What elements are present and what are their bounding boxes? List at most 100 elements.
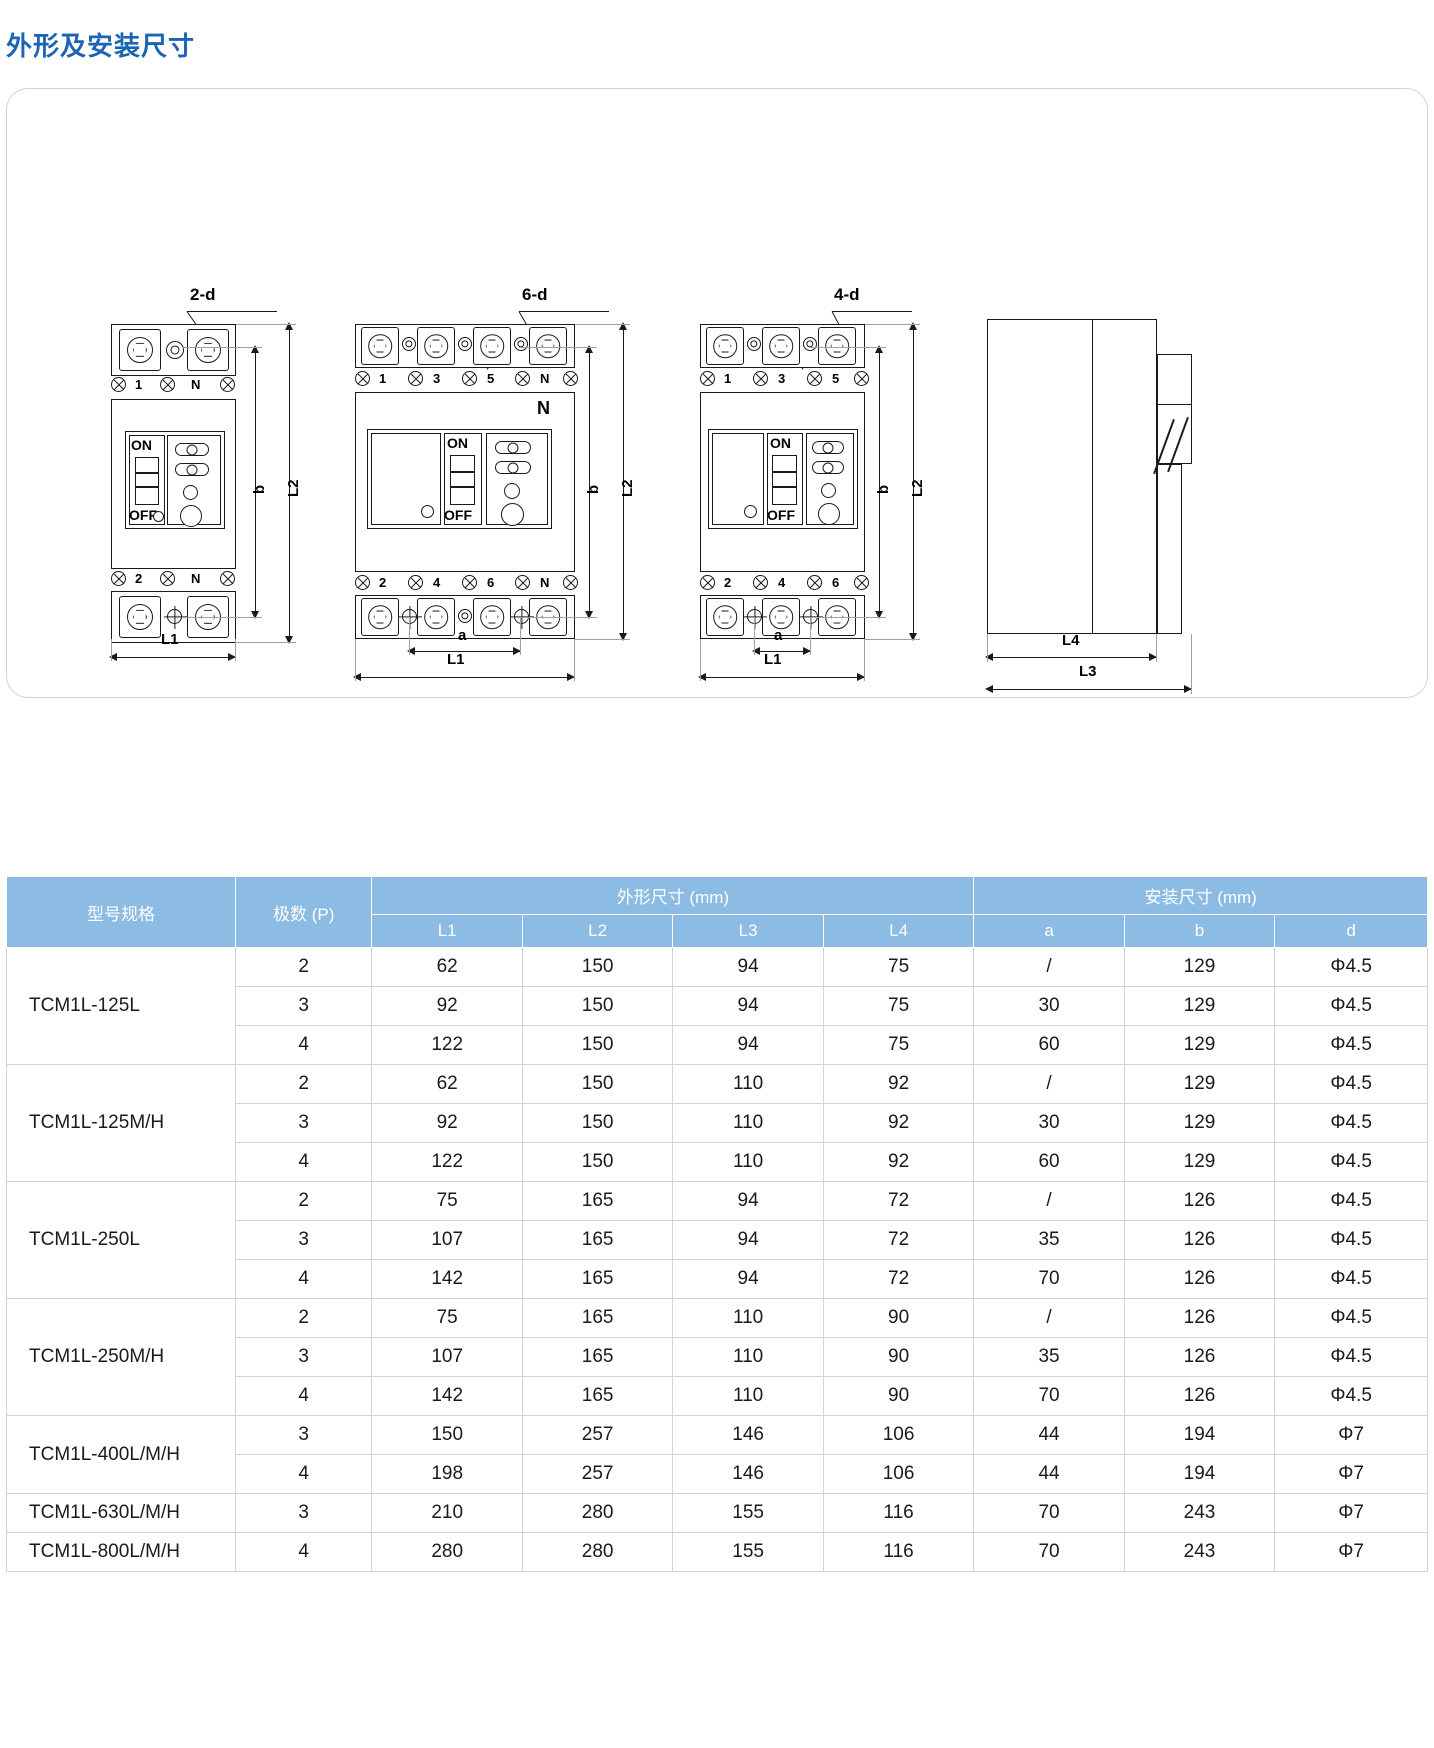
test-button-small[interactable] [183, 485, 198, 500]
dim-L2-line [913, 324, 914, 639]
dim-L1-label: L1 [764, 651, 782, 668]
dim-a-arrow-left [407, 647, 415, 655]
dim-L1-arrow-left [698, 673, 706, 681]
cell-b: 126 [1123, 1220, 1276, 1260]
callout-2d-label: 2-d [190, 285, 216, 304]
terminal-marker [111, 377, 126, 392]
terminal-bottom-4 [417, 598, 455, 636]
indicator-light [175, 463, 209, 476]
cell-L3: 110 [672, 1064, 824, 1104]
switch-off-label: OFF [129, 507, 157, 523]
cell-L4: 116 [822, 1532, 975, 1572]
cell-d: Φ4.5 [1274, 1064, 1428, 1104]
terminal-label-6: 6 [487, 575, 495, 590]
ext-line [409, 617, 410, 655]
cell-d: Φ4.5 [1274, 1181, 1428, 1221]
cell-poles: 3 [234, 1493, 373, 1533]
test-button-small[interactable] [504, 483, 520, 499]
cell-L1: 107 [371, 1220, 523, 1260]
cell-L1: 75 [371, 1298, 523, 1338]
side-detail-line [1157, 404, 1192, 405]
cell-L2: 257 [521, 1415, 674, 1455]
callout-4d-label: 4-d [834, 285, 860, 304]
test-button-large[interactable] [501, 503, 524, 526]
reset-button[interactable] [421, 505, 434, 518]
table-row: TCM1L-800L/M/H 4 280 280 155 116 70 243 Φ7 [6, 1532, 1428, 1572]
cell-L3: 155 [672, 1493, 824, 1533]
mount-screw-top [514, 337, 528, 351]
test-button-large[interactable] [180, 505, 202, 527]
dim-L1-line [700, 677, 865, 678]
toggle-lever[interactable] [772, 455, 797, 505]
terminal-label-N: N [191, 571, 201, 586]
dim-L1-label: L1 [447, 651, 465, 668]
ext-line [754, 617, 755, 655]
table-row: 4 142 165 94 72 70 126 Φ4.5 [7, 1259, 1428, 1299]
dim-L2-label: L2 [619, 479, 636, 497]
dim-b-label: b [251, 484, 268, 494]
reset-button[interactable] [153, 511, 164, 522]
cell-L2: 150 [521, 986, 674, 1026]
cell-L2: 150 [521, 1103, 674, 1143]
reset-button[interactable] [744, 505, 757, 518]
dim-L2-label: L2 [909, 479, 926, 497]
cell-L2: 165 [521, 1337, 674, 1377]
cell-model: TCM1L-800L/M/H [6, 1532, 236, 1572]
cell-b: 129 [1123, 986, 1276, 1026]
terminal-marker [753, 575, 768, 590]
dim-b-line [879, 347, 880, 617]
table-row: TCM1L-250L 2 75 165 94 72/126 Φ4.5 [6, 1181, 1428, 1299]
cell-L1: 92 [371, 986, 523, 1026]
cell-poles: 3 [234, 986, 373, 1026]
mount-screw-bottom [458, 609, 472, 623]
dim-L1-label: L1 [161, 631, 179, 648]
cell-a: 35 [973, 1337, 1125, 1377]
toggle-lever[interactable] [450, 455, 475, 505]
test-button-small[interactable] [821, 483, 836, 498]
table-row: 4 198 257 146 106 44 194 Φ7 [7, 1454, 1428, 1494]
cell-b: 129 [1123, 1064, 1276, 1104]
ext-line [519, 347, 597, 348]
terminal-label-N: N [540, 371, 550, 386]
cell-model: TCM1L-250L [6, 1181, 236, 1299]
terminal-marker [220, 571, 235, 586]
dim-L3-arrow-right [1184, 685, 1192, 693]
col-poles: 极数 (P) [234, 876, 373, 948]
lever-bar [135, 486, 159, 488]
cell-b: 126 [1123, 1298, 1276, 1338]
dim-L2-label: L2 [285, 479, 302, 497]
cell-L3: 146 [672, 1454, 824, 1494]
table-header-row-1: 型号规格 极数 (P) 外形尺寸 (mm) 安装尺寸 (mm) [6, 876, 1428, 948]
cell-L4: 75 [822, 986, 975, 1026]
terminal-bottom-6 [473, 598, 511, 636]
ext-line [355, 639, 356, 681]
ext-line [520, 617, 521, 655]
cell-poles: 4 [234, 1259, 373, 1299]
terminal-marker [563, 371, 578, 386]
dim-b-arrow-top [251, 345, 259, 353]
table-row: 3 107 165 94 72 35 126 Φ4.5 [7, 1220, 1428, 1260]
cell-a: 70 [973, 1493, 1125, 1533]
toggle-lever[interactable] [135, 457, 159, 505]
cell-poles: 4 [234, 1142, 373, 1182]
cell-poles: 4 [234, 1376, 373, 1416]
ext-line [865, 639, 920, 640]
cell-L4: 116 [822, 1493, 975, 1533]
col-L1: L1 [371, 914, 523, 948]
terminal-label-N: N [191, 377, 201, 392]
cell-d: Φ4.5 [1274, 1103, 1428, 1143]
table-row: 4 122 150 94 75 60 129 Φ4.5 [7, 1025, 1428, 1065]
dim-L3-label: L3 [1079, 663, 1097, 680]
cell-a: 35 [973, 1220, 1125, 1260]
ext-line [236, 324, 296, 325]
test-button-large[interactable] [818, 503, 840, 525]
cell-L1: 210 [371, 1493, 523, 1533]
cell-L3: 110 [672, 1376, 824, 1416]
dim-b-arrow-bottom [251, 611, 259, 619]
cell-L2: 165 [521, 1376, 674, 1416]
table-row: TCM1L-630L/M/H 3 210 280 155 116 70 243 Φ7 [6, 1493, 1428, 1533]
table-row: TCM1L-250M/H 2 75 165 110 90/126 Φ4.5 [6, 1298, 1428, 1416]
cell-poles: 4 [234, 1025, 373, 1065]
terminal-label-1: 1 [135, 377, 143, 392]
